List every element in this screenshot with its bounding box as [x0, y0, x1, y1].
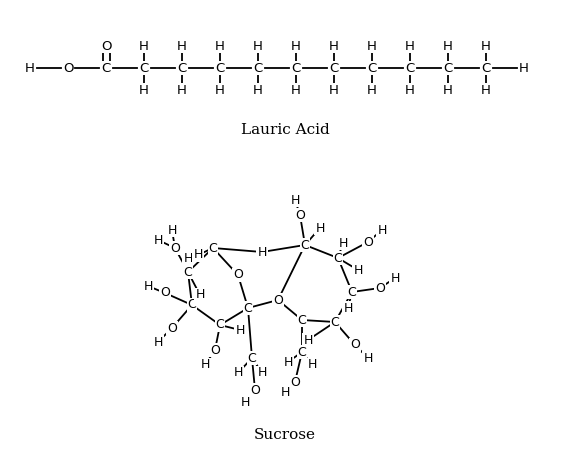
Text: H: H: [443, 83, 453, 97]
Text: H: H: [233, 366, 243, 379]
Text: H: H: [481, 39, 491, 53]
Text: H: H: [177, 83, 187, 97]
Text: C: C: [177, 61, 186, 75]
Text: C: C: [348, 286, 356, 298]
Text: Lauric Acid: Lauric Acid: [241, 123, 329, 137]
Text: O: O: [160, 287, 170, 300]
Text: H: H: [343, 302, 353, 315]
Text: Sucrose: Sucrose: [254, 428, 316, 442]
Text: H: H: [339, 236, 348, 250]
Text: C: C: [298, 346, 307, 358]
Text: C: C: [247, 351, 256, 364]
Text: C: C: [215, 61, 225, 75]
Text: C: C: [368, 61, 377, 75]
Text: H: H: [193, 249, 203, 262]
Text: O: O: [167, 322, 177, 334]
Text: H: H: [215, 83, 225, 97]
Text: C: C: [300, 239, 310, 251]
Text: H: H: [25, 61, 35, 75]
Text: C: C: [184, 265, 193, 279]
Text: O: O: [210, 343, 220, 356]
Text: C: C: [215, 318, 225, 332]
Text: H: H: [177, 39, 187, 53]
Text: O: O: [101, 39, 111, 53]
Text: H: H: [153, 234, 162, 247]
Text: H: H: [139, 39, 149, 53]
Text: H: H: [257, 366, 267, 379]
Text: H: H: [481, 83, 491, 97]
Text: C: C: [243, 302, 253, 315]
Text: H: H: [283, 356, 292, 369]
Text: C: C: [140, 61, 149, 75]
Text: H: H: [241, 395, 250, 408]
Text: H: H: [329, 39, 339, 53]
Text: H: H: [253, 83, 263, 97]
Text: C: C: [291, 61, 300, 75]
Text: H: H: [307, 358, 317, 371]
Text: C: C: [188, 298, 197, 311]
Text: H: H: [377, 224, 386, 236]
Text: H: H: [329, 83, 339, 97]
Text: C: C: [209, 242, 217, 255]
Text: H: H: [291, 39, 301, 53]
Text: O: O: [375, 281, 385, 295]
Text: H: H: [215, 39, 225, 53]
Text: H: H: [405, 83, 415, 97]
Text: C: C: [405, 61, 414, 75]
Text: O: O: [350, 339, 360, 351]
Text: H: H: [303, 333, 313, 347]
Text: H: H: [280, 386, 290, 400]
Text: H: H: [390, 272, 400, 285]
Text: C: C: [254, 61, 263, 75]
Text: O: O: [250, 384, 260, 396]
Text: H: H: [367, 83, 377, 97]
Text: H: H: [315, 221, 325, 234]
Text: H: H: [196, 288, 205, 302]
Text: C: C: [443, 61, 453, 75]
Text: O: O: [63, 61, 74, 75]
Text: C: C: [482, 61, 491, 75]
Text: H: H: [235, 324, 245, 336]
Text: O: O: [170, 242, 180, 255]
Text: O: O: [363, 235, 373, 249]
Text: C: C: [331, 316, 339, 328]
Text: O: O: [295, 209, 305, 221]
Text: H: H: [184, 251, 193, 265]
Text: H: H: [253, 39, 263, 53]
Text: H: H: [367, 39, 377, 53]
Text: H: H: [290, 194, 300, 206]
Text: H: H: [443, 39, 453, 53]
Text: H: H: [143, 280, 153, 293]
Text: C: C: [329, 61, 339, 75]
Text: O: O: [233, 268, 243, 281]
Text: O: O: [290, 376, 300, 388]
Text: H: H: [139, 83, 149, 97]
Text: C: C: [298, 313, 307, 326]
Text: H: H: [200, 358, 210, 371]
Text: H: H: [257, 245, 267, 258]
Text: O: O: [273, 294, 283, 307]
Text: H: H: [291, 83, 301, 97]
Text: C: C: [333, 251, 343, 265]
Text: C: C: [101, 61, 111, 75]
Text: H: H: [519, 61, 529, 75]
Text: H: H: [405, 39, 415, 53]
Text: H: H: [153, 335, 162, 348]
Text: H: H: [168, 224, 177, 236]
Text: H: H: [363, 351, 373, 364]
Text: H: H: [353, 264, 363, 277]
